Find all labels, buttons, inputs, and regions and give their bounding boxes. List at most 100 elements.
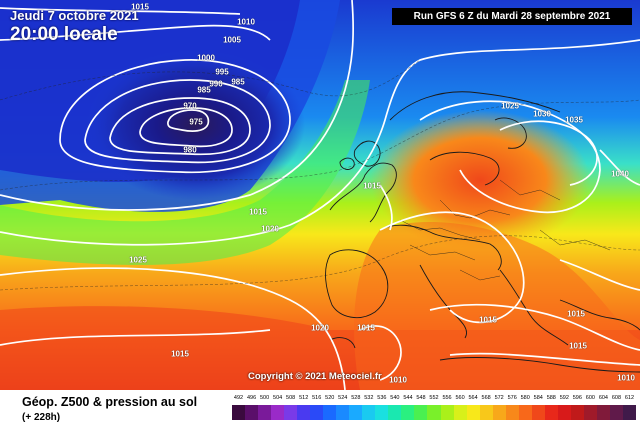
color-scale-tick: 552 [429,395,439,401]
color-scale-swatch [531,405,545,420]
color-scale-swatch [336,405,350,420]
isobar-label: 1015 [171,349,189,359]
color-scale-tick: 612 [624,395,635,401]
color-scale-tick: 584 [533,395,543,401]
isobar-label: 1000 [197,53,215,63]
color-scale-swatch [453,405,467,420]
weather-map: Jeudi 7 octobre 2021 20:00 locale Run GF… [0,0,640,390]
color-scale-tick: 588 [546,395,556,401]
isobar-label: 975 [189,117,203,127]
color-scale-swatch [466,405,480,420]
isobar-label: 1025 [129,255,147,265]
isobar-label: 985 [231,77,245,87]
color-scale-tick: 532 [364,395,374,401]
model-run-info: Run GFS 6 Z du Mardi 28 septembre 2021 [392,8,632,25]
color-scale-swatch [505,405,519,420]
color-scale-swatch [362,405,376,420]
color-scale-tick: 516 [312,395,322,401]
country-borders [399,179,611,281]
color-scale-tick: 492 [233,395,244,401]
color-scale-swatch [414,405,428,420]
forecast-lead-time: (+ 228h) [22,412,61,423]
isobar-label: 970 [183,101,197,111]
color-scale-tick: 496 [246,395,257,401]
color-scale-swatch [557,405,571,420]
isobar-label: 980 [183,145,197,155]
color-scale-swatch [583,405,597,420]
color-scale-swatch [297,405,311,420]
legend-title: Géop. Z500 & pression au sol [22,395,198,409]
isobar-label: 1005 [223,35,241,45]
isobar-label: 1025 [501,101,519,111]
color-scale: 492 496 500 504 508 512 516 520 524 528 532 536 540 5… [232,395,636,423]
isobar-label: 1030 [533,109,551,119]
color-scale-tick: 568 [481,395,491,401]
color-scale-tick: 572 [494,395,504,401]
color-scale-swatch [245,405,259,420]
color-scale-tick: 528 [351,395,361,401]
forecast-date: Jeudi 7 octobre 2021 [10,8,139,23]
color-scale-tick: 560 [455,395,465,401]
color-scale-swatch [271,405,285,420]
color-scale-swatch [349,405,363,420]
color-scale-swatch [375,405,389,420]
isobar-label: 1035 [565,115,583,125]
color-scale-tick: 604 [598,395,608,401]
color-scale-swatch [427,405,441,420]
color-scale-swatch [323,405,337,420]
isobar-label: 985 [197,85,211,95]
color-scale-swatch [544,405,558,420]
color-scale-tick: 524 [338,395,348,401]
isobar-label: 990 [209,79,223,89]
color-scale-swatch [258,405,272,420]
isobar-label: 1015 [357,323,375,333]
copyright-notice: Copyright © 2021 Meteociel.fr [248,371,382,382]
isobar-label: 1015 [131,2,149,12]
color-scale-tick: 556 [442,395,452,401]
coastlines [325,91,640,373]
color-scale-swatch [609,405,623,420]
color-scale-swatch [570,405,584,420]
isobar-label: 1020 [261,224,279,234]
color-scale-tick: 508 [286,395,296,401]
isobar-label: 1015 [249,207,267,217]
color-scale-tick: 576 [507,395,517,401]
color-scale-tick: 564 [468,395,478,401]
isobar-label: 1015 [567,309,585,319]
isobar-label: 1015 [569,341,587,351]
color-scale-swatch [518,405,532,420]
color-scale-swatch [622,405,636,420]
color-scale-tick: 596 [572,395,582,401]
color-scale-tick: 512 [299,395,309,401]
color-scale-swatch [310,405,324,420]
color-scale-tick: 500 [259,395,270,401]
color-scale-tick: 540 [390,395,400,401]
isobar-label: 1010 [617,373,635,383]
color-scale-tick: 600 [585,395,595,401]
color-scale-tick: 536 [377,395,387,401]
color-scale-tick: 548 [416,395,426,401]
color-scale-tick: 608 [611,395,622,401]
isobar-label: 1040 [611,169,629,179]
map-canvas [0,0,640,390]
color-scale-swatch [401,405,415,420]
color-scale-swatch [596,405,610,420]
color-scale-swatch [479,405,493,420]
color-scale-swatch [388,405,402,420]
color-scale-tick: 520 [325,395,335,401]
isobar-label: 1015 [479,315,497,325]
color-scale-tick: 504 [273,395,283,401]
color-scale-swatches [232,405,636,420]
color-scale-tick: 544 [403,395,413,401]
color-scale-swatch [440,405,454,420]
color-scale-swatch [232,405,246,420]
isobar-label: 1010 [389,375,407,385]
isobar-label: 1020 [311,323,329,333]
isobar-label: 995 [215,67,229,77]
isobar-label: 1010 [237,17,255,27]
color-scale-tick: 580 [520,395,530,401]
geopotential-contours [0,59,640,291]
isobars [0,0,640,390]
color-scale-swatch [492,405,506,420]
color-scale-swatch [284,405,298,420]
